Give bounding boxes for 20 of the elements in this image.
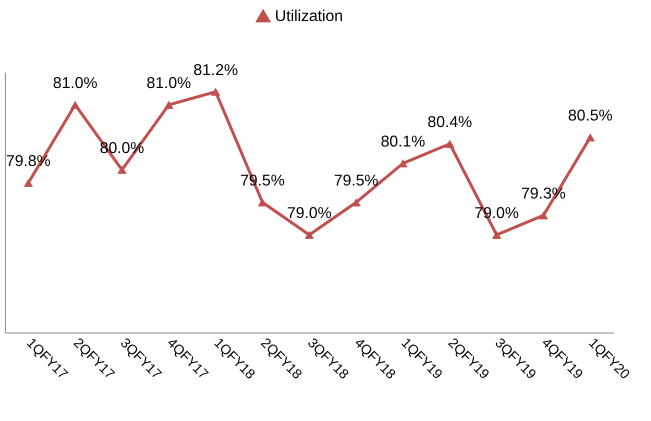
data-label: 81.2% (193, 62, 238, 80)
point (492, 230, 502, 239)
point (586, 133, 595, 142)
data-label: 80.5% (568, 108, 613, 125)
point (70, 100, 80, 109)
point (258, 198, 268, 206)
point (117, 166, 127, 174)
data-label: 80.4% (428, 114, 472, 132)
data-label: 79.0% (287, 205, 332, 222)
data-label: 79.5% (334, 172, 378, 190)
point (538, 211, 548, 220)
data-label: 81.0% (146, 75, 192, 92)
point (24, 178, 33, 187)
data-label: 80.1% (380, 134, 426, 151)
point (164, 100, 174, 109)
point (445, 140, 454, 148)
data-label: 81.0% (52, 75, 98, 92)
point (210, 88, 220, 96)
point (304, 230, 314, 239)
legend-label: Utilization (274, 8, 344, 26)
